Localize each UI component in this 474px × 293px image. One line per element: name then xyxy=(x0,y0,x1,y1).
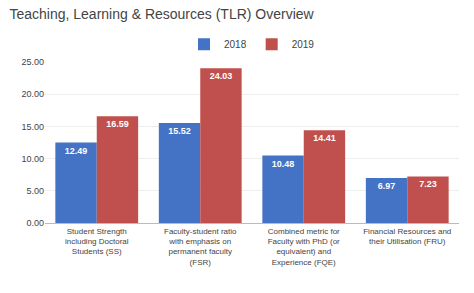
svg-text:14.41: 14.41 xyxy=(313,133,336,143)
svg-text:25.00: 25.00 xyxy=(21,57,44,67)
svg-text:16.59: 16.59 xyxy=(106,119,129,129)
svg-text:0.00: 0.00 xyxy=(26,218,44,228)
svg-text:Student Strengthincluding Doct: Student Strengthincluding DoctoralStuden… xyxy=(65,227,129,257)
svg-text:24.03: 24.03 xyxy=(210,71,233,81)
svg-text:2018: 2018 xyxy=(224,39,247,50)
svg-text:7.23: 7.23 xyxy=(419,179,437,189)
svg-text:Teaching, Learning & Resources: Teaching, Learning & Resources (TLR) Ove… xyxy=(9,6,314,22)
svg-text:Combined metric forFaculty wit: Combined metric forFaculty with PhD (ore… xyxy=(268,227,340,267)
svg-text:10.48: 10.48 xyxy=(272,159,295,169)
svg-text:6.97: 6.97 xyxy=(378,181,396,191)
svg-text:5.00: 5.00 xyxy=(26,186,44,196)
svg-text:Faculty-student ratiowith emph: Faculty-student ratiowith emphasis onper… xyxy=(164,227,237,267)
svg-text:12.49: 12.49 xyxy=(65,146,88,156)
svg-text:15.52: 15.52 xyxy=(168,126,191,136)
svg-text:20.00: 20.00 xyxy=(21,89,44,99)
svg-text:2019: 2019 xyxy=(292,39,315,50)
svg-text:Financial Resources andtheir U: Financial Resources andtheir Utilisation… xyxy=(363,227,451,246)
svg-text:10.00: 10.00 xyxy=(21,154,44,164)
svg-text:15.00: 15.00 xyxy=(21,122,44,132)
